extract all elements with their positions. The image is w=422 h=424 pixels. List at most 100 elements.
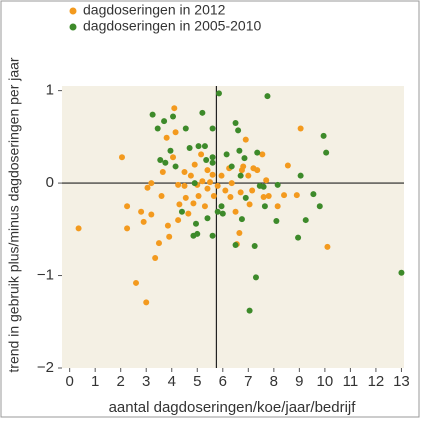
point — [310, 191, 317, 198]
point — [265, 193, 272, 200]
point — [118, 154, 125, 161]
plot-area — [62, 86, 404, 368]
point — [181, 182, 188, 189]
point — [232, 242, 239, 249]
point — [273, 217, 280, 224]
point — [209, 125, 216, 132]
y-axis-label: trend in gebruik plus/minus dagdoseringe… — [6, 57, 22, 373]
point — [242, 136, 249, 143]
point — [159, 168, 166, 175]
point — [140, 218, 147, 225]
point — [209, 171, 216, 178]
point — [218, 203, 225, 210]
point — [157, 156, 164, 163]
x-tick-label: 6 — [219, 373, 227, 390]
legend-label: dagdoseringen in 2012 — [83, 2, 226, 18]
point — [222, 187, 229, 194]
point — [236, 147, 243, 154]
x-axis-label: aantal dagdoseringen/koe/jaar/bedrijf — [109, 399, 357, 416]
point — [284, 162, 291, 169]
y-tick-label: 0 — [46, 174, 54, 191]
point — [133, 279, 140, 286]
point — [204, 185, 211, 192]
point — [237, 172, 244, 179]
point — [246, 201, 253, 208]
point — [264, 93, 271, 100]
point — [163, 134, 170, 141]
y-tick-label: 1 — [46, 82, 54, 99]
x-tick-label: 2 — [117, 373, 125, 390]
x-tick-label: 0 — [65, 373, 73, 390]
point — [263, 177, 270, 184]
point — [191, 180, 198, 187]
point — [274, 203, 281, 210]
point — [260, 183, 267, 190]
point — [192, 220, 199, 227]
point — [172, 129, 179, 136]
point — [155, 240, 162, 247]
point — [260, 193, 267, 200]
point — [215, 90, 222, 97]
point — [254, 167, 261, 174]
point — [194, 230, 201, 237]
y-tick-label: −1 — [37, 267, 54, 284]
point — [170, 154, 177, 161]
point — [144, 184, 151, 191]
point — [162, 159, 169, 166]
point — [143, 299, 150, 306]
point — [398, 269, 405, 276]
point — [259, 151, 266, 158]
point — [195, 193, 202, 200]
point — [182, 125, 189, 132]
point — [203, 156, 210, 163]
point — [219, 210, 226, 217]
point — [241, 155, 248, 162]
point — [237, 189, 244, 196]
point — [232, 208, 239, 215]
point — [245, 172, 252, 179]
point — [154, 125, 161, 132]
point — [199, 109, 206, 116]
point — [178, 208, 185, 215]
point — [295, 234, 302, 241]
point — [232, 119, 239, 126]
point — [251, 242, 258, 249]
point — [201, 143, 208, 150]
point — [249, 187, 256, 194]
x-tick-label: 4 — [168, 373, 176, 390]
point — [161, 118, 168, 125]
point — [228, 163, 235, 170]
point — [323, 149, 330, 156]
legend-marker — [69, 7, 77, 15]
y-tick-label: −2 — [37, 359, 54, 376]
point — [209, 159, 216, 166]
point — [186, 144, 193, 151]
x-tick-label: 5 — [193, 373, 201, 390]
point — [138, 208, 145, 215]
x-tick-label: 10 — [317, 373, 334, 390]
point — [190, 200, 197, 207]
point — [175, 181, 182, 188]
point — [209, 154, 216, 161]
point — [218, 172, 225, 179]
point — [297, 172, 304, 179]
point — [195, 143, 202, 150]
point — [158, 193, 165, 200]
point — [166, 233, 173, 240]
point — [181, 168, 188, 175]
point — [175, 217, 182, 224]
legend-marker — [69, 23, 77, 31]
point — [302, 217, 309, 224]
point — [172, 163, 179, 170]
x-tick-label: 9 — [295, 373, 303, 390]
point — [238, 216, 245, 223]
point — [201, 203, 208, 210]
x-tick-label: 8 — [270, 373, 278, 390]
point — [148, 211, 155, 218]
x-tick-label: 11 — [343, 373, 359, 390]
point — [164, 222, 171, 229]
legend-label: dagdoseringen in 2005-2010 — [83, 18, 261, 34]
point — [297, 125, 304, 132]
point — [238, 167, 245, 174]
